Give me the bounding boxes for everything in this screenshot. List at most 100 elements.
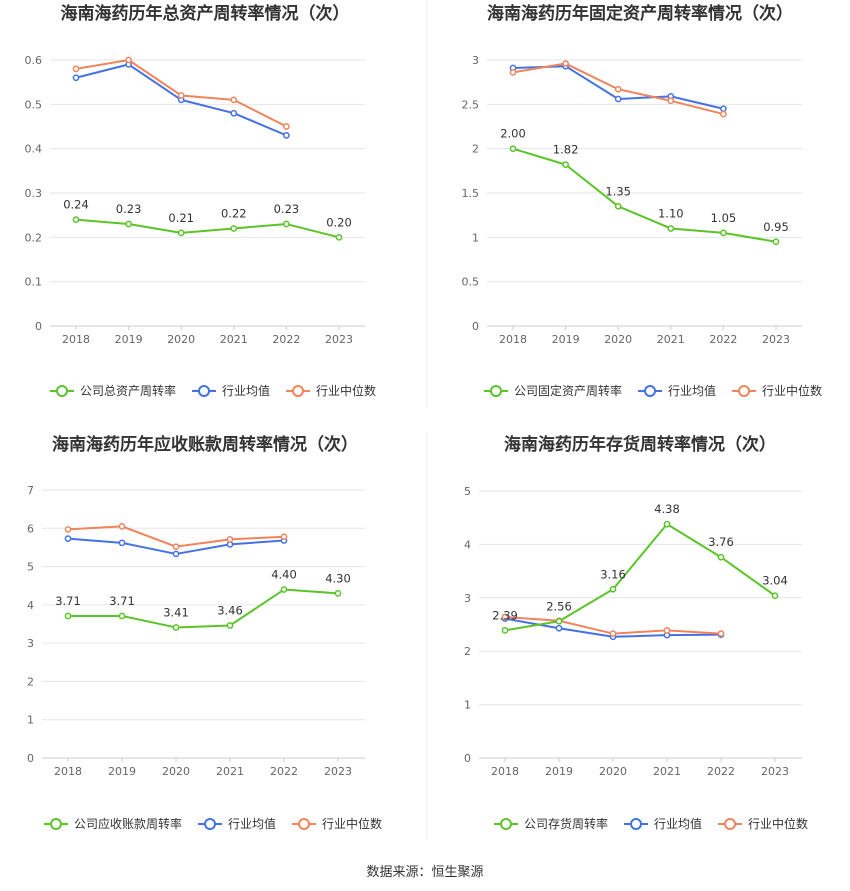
y-tick-label: 2 — [464, 645, 471, 658]
x-tick-label: 2022 — [270, 765, 298, 778]
data-point-median — [72, 65, 80, 73]
data-label: 3.76 — [708, 535, 734, 549]
data-point-average — [72, 74, 80, 82]
data-point-company — [334, 590, 342, 597]
x-tick-label: 2023 — [324, 765, 352, 778]
legend-label: 公司固定资产周转率 — [514, 383, 622, 398]
chart-title: 海南海药历年存货周转率情况（次） — [504, 434, 776, 455]
data-label: 0.95 — [763, 220, 789, 234]
data-label: 1.82 — [553, 143, 579, 157]
chart-title: 海南海药历年总资产周转率情况（次） — [61, 3, 350, 24]
y-tick-label: 0 — [472, 320, 479, 333]
data-point-median — [172, 543, 180, 551]
data-point-median — [501, 613, 509, 621]
y-tick-label: 4 — [27, 599, 34, 612]
data-point-median — [64, 526, 72, 533]
data-point-company — [614, 202, 622, 210]
data-point-company — [720, 229, 727, 237]
data-point-median — [720, 110, 727, 118]
legend-label: 行业均值 — [222, 383, 270, 398]
y-tick-label: 0.2 — [25, 231, 43, 244]
data-point-company — [717, 553, 725, 561]
data-point-median — [667, 97, 675, 105]
x-tick-label: 2022 — [709, 333, 737, 346]
y-tick-label: 2.5 — [462, 98, 480, 111]
data-point-company — [172, 624, 180, 631]
chart-title: 海南海药历年应收账款周转率情况（次） — [52, 434, 358, 455]
data-point-median — [663, 627, 671, 634]
data-label: 0.23 — [116, 202, 142, 216]
x-tick-label: 2019 — [552, 333, 580, 346]
data-point-company — [125, 220, 132, 228]
legend-marker-average — [630, 818, 643, 830]
y-tick-label: 0 — [464, 752, 471, 765]
x-tick-label: 2022 — [272, 333, 300, 346]
data-point-median — [283, 123, 290, 130]
data-label: 2.39 — [492, 608, 518, 622]
y-tick-label: 3 — [27, 637, 34, 650]
data-point-median — [609, 630, 617, 637]
data-label: 1.10 — [658, 206, 684, 220]
data-point-company — [283, 220, 290, 228]
data-point-company — [663, 520, 671, 528]
legend-marker-company — [490, 385, 502, 397]
data-label: 0.24 — [63, 198, 89, 212]
legend-label: 行业均值 — [228, 816, 276, 831]
legend-label: 行业中位数 — [316, 383, 376, 398]
data-point-median — [125, 56, 132, 64]
y-tick-label: 0.4 — [25, 143, 43, 156]
legend-label: 行业中位数 — [322, 816, 382, 831]
data-point-company — [501, 627, 509, 634]
data-point-average — [555, 624, 563, 632]
data-point-company — [771, 592, 779, 600]
data-label: 2.00 — [500, 127, 526, 141]
data-point-average — [118, 539, 126, 547]
data-label: 0.20 — [326, 215, 352, 229]
legend-label: 公司应收账款周转率 — [74, 816, 182, 831]
x-tick-label: 2022 — [707, 765, 735, 778]
legend-marker-company — [56, 385, 68, 397]
x-tick-label: 2019 — [115, 333, 143, 346]
y-tick-label: 3 — [464, 592, 471, 605]
legend-marker-median — [292, 385, 305, 397]
chart-title: 海南海药历年固定资产周转率情况（次） — [487, 3, 793, 24]
data-point-median — [509, 69, 517, 76]
legend-label: 行业中位数 — [762, 383, 822, 398]
legend-marker-median — [724, 818, 737, 830]
legend-label: 公司存货周转率 — [524, 816, 608, 831]
y-tick-label: 1 — [27, 714, 34, 727]
data-point-company — [64, 612, 72, 620]
data-point-median — [226, 536, 234, 543]
data-label: 3.04 — [762, 574, 788, 588]
y-tick-label: 3 — [472, 54, 479, 67]
source-note: 数据来源：恒生聚源 — [366, 865, 483, 880]
x-tick-label: 2020 — [167, 333, 195, 346]
data-point-company — [177, 229, 185, 237]
data-label: 3.16 — [600, 567, 626, 581]
data-point-median — [717, 630, 725, 637]
data-point-company — [230, 225, 238, 232]
y-tick-label: 0 — [35, 320, 42, 333]
y-tick-label: 0.5 — [462, 276, 480, 289]
series-line-company — [512, 147, 777, 243]
x-tick-label: 2023 — [325, 333, 353, 346]
data-label: 4.30 — [325, 571, 351, 585]
data-label: 1.35 — [605, 184, 631, 198]
data-point-company — [555, 617, 563, 625]
y-tick-label: 0.3 — [25, 187, 43, 200]
x-tick-label: 2021 — [653, 765, 681, 778]
data-label: 4.40 — [271, 568, 297, 582]
legend-label: 行业中位数 — [748, 816, 808, 831]
series-line-company — [75, 218, 340, 239]
data-point-company — [118, 612, 126, 620]
data-point-median — [280, 533, 288, 541]
data-point-average — [720, 105, 727, 113]
data-point-company — [280, 586, 288, 593]
y-tick-label: 6 — [27, 522, 34, 535]
y-tick-label: 0 — [27, 752, 34, 765]
y-tick-label: 2 — [472, 143, 479, 156]
data-label: 0.21 — [168, 211, 194, 225]
data-point-company — [667, 225, 675, 232]
x-tick-label: 2018 — [499, 333, 527, 346]
